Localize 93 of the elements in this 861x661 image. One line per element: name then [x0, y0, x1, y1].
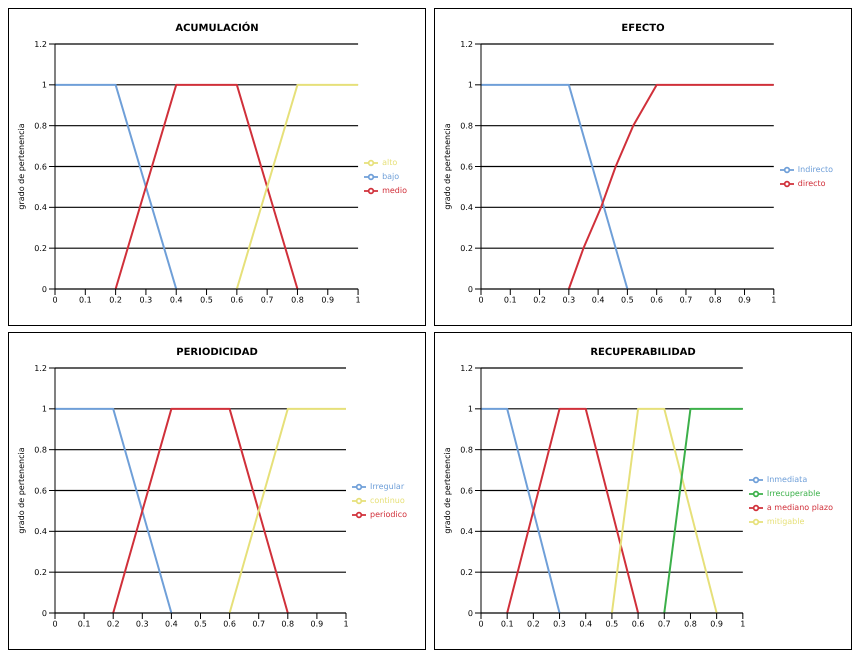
x-tick-label: 0.1: [504, 296, 517, 305]
y-tick-label: 0.8: [460, 122, 473, 131]
x-tick-label: 0: [478, 296, 484, 305]
x-tick-label: 1: [356, 296, 361, 305]
y-tick-label: 1: [468, 404, 473, 414]
x-tick-label: 1: [343, 620, 349, 629]
y-axis-title: grado de pertenencia: [442, 447, 452, 534]
y-tick-label: 1: [42, 404, 47, 414]
x-tick-label: 0.3: [136, 620, 149, 629]
x-tick-label: 0.5: [194, 620, 207, 629]
x-tick-label: 0.2: [106, 620, 120, 629]
x-tick-label: 0.7: [658, 620, 671, 629]
x-tick-label: 0.6: [650, 296, 664, 305]
y-tick-label: 0.4: [460, 203, 473, 212]
x-tick-label: 0.4: [170, 296, 183, 305]
y-tick-label: 1.2: [34, 40, 47, 49]
y-tick-label: 0.2: [34, 244, 47, 254]
y-tick-label: 0.6: [34, 162, 47, 172]
x-tick-label: 0.2: [527, 620, 540, 629]
y-tick-label: 1: [42, 80, 47, 90]
x-tick-label: 0.9: [710, 620, 724, 629]
x-tick-label: 0.1: [78, 296, 92, 305]
x-tick-label: 0.5: [606, 620, 618, 629]
legend-label: alto: [382, 158, 398, 167]
x-tick-label: 0.1: [500, 620, 514, 629]
x-tick-label: 0.9: [738, 296, 751, 305]
x-tick-label: 1: [771, 296, 776, 305]
y-tick-label: 1.2: [460, 40, 473, 49]
y-tick-label: 1.2: [460, 364, 473, 373]
x-tick-label: 0.9: [321, 296, 334, 305]
y-tick-label: 0.4: [34, 527, 47, 536]
x-tick-label: 0.4: [579, 620, 592, 629]
x-tick-label: 0.8: [684, 620, 697, 629]
x-tick-label: 0.8: [708, 296, 722, 305]
y-tick-label: 0.6: [34, 486, 47, 496]
y-tick-label: 0.2: [460, 568, 473, 578]
y-tick-label: 0.6: [460, 486, 473, 496]
y-tick-label: 1: [468, 80, 473, 90]
x-tick-label: 0.6: [223, 620, 236, 629]
chart-title: PERIODICIDAD: [175, 347, 259, 358]
x-tick-label: 0.6: [230, 296, 244, 305]
chart-title: EFECTO: [620, 23, 666, 34]
x-tick-label: 0: [478, 620, 484, 629]
x-tick-label: 0.7: [680, 296, 692, 305]
x-tick-label: 0.2: [533, 296, 546, 305]
y-tick-label: 0.8: [34, 122, 47, 131]
x-tick-label: 0.8: [291, 296, 304, 305]
y-tick-label: 0.4: [34, 203, 47, 212]
y-tick-label: 0.2: [460, 244, 473, 254]
x-tick-label: 0.2: [109, 296, 122, 305]
x-tick-label: 0.9: [310, 620, 324, 629]
x-tick-label: 0.1: [78, 620, 90, 629]
legend-label: Irrecuperable: [766, 488, 820, 498]
legend-label: Irregular: [370, 482, 404, 491]
x-tick-label: 0.3: [553, 620, 566, 629]
x-tick-label: 0.3: [140, 296, 152, 305]
line-series: [568, 84, 774, 289]
legend-label: bajo: [382, 172, 400, 181]
y-tick-label: 0: [42, 284, 47, 294]
legend-label: medio: [382, 186, 407, 195]
y-tick-label: 0: [468, 608, 473, 618]
legend-label: Indirecto: [798, 164, 833, 174]
x-tick-label: 0.4: [592, 296, 604, 305]
y-tick-label: 1.2: [34, 364, 47, 373]
y-tick-label: 0.2: [34, 568, 47, 578]
x-tick-label: 1: [740, 620, 746, 629]
y-tick-label: 0.8: [34, 446, 47, 455]
legend-label: continuo: [370, 496, 405, 505]
x-tick-label: 0: [52, 296, 58, 305]
x-tick-label: 0.6: [632, 620, 644, 629]
y-tick-label: 0: [468, 284, 473, 294]
x-tick-label: 0.8: [281, 620, 294, 629]
y-tick-label: 0.4: [460, 527, 473, 536]
legend-label: periodico: [370, 510, 407, 519]
y-tick-label: 0.8: [460, 446, 473, 455]
legend-label: Inmediata: [766, 474, 808, 484]
legend-label: mitigable: [766, 516, 804, 526]
chart-title: RECUPERABILIDAD: [589, 347, 697, 358]
y-axis-title: grado de pertenencia: [16, 123, 26, 210]
chart-title: ACUMULACIÓN: [174, 23, 260, 34]
y-tick-label: 0.6: [460, 162, 473, 172]
y-axis-title: grado de pertenencia: [16, 447, 26, 534]
x-tick-label: 0.5: [621, 296, 634, 305]
legend-label: a mediano plazo: [766, 502, 833, 512]
x-tick-label: 0.7: [260, 296, 274, 305]
y-tick-label: 0: [42, 608, 47, 618]
legend-label: directo: [798, 178, 826, 188]
x-tick-label: 0.4: [165, 620, 178, 629]
x-tick-label: 0: [52, 620, 58, 629]
y-axis-title: grado de pertenencia: [442, 123, 452, 210]
x-tick-label: 0.5: [200, 296, 213, 305]
x-tick-label: 0.3: [562, 296, 576, 305]
x-tick-label: 0.7: [252, 620, 266, 629]
